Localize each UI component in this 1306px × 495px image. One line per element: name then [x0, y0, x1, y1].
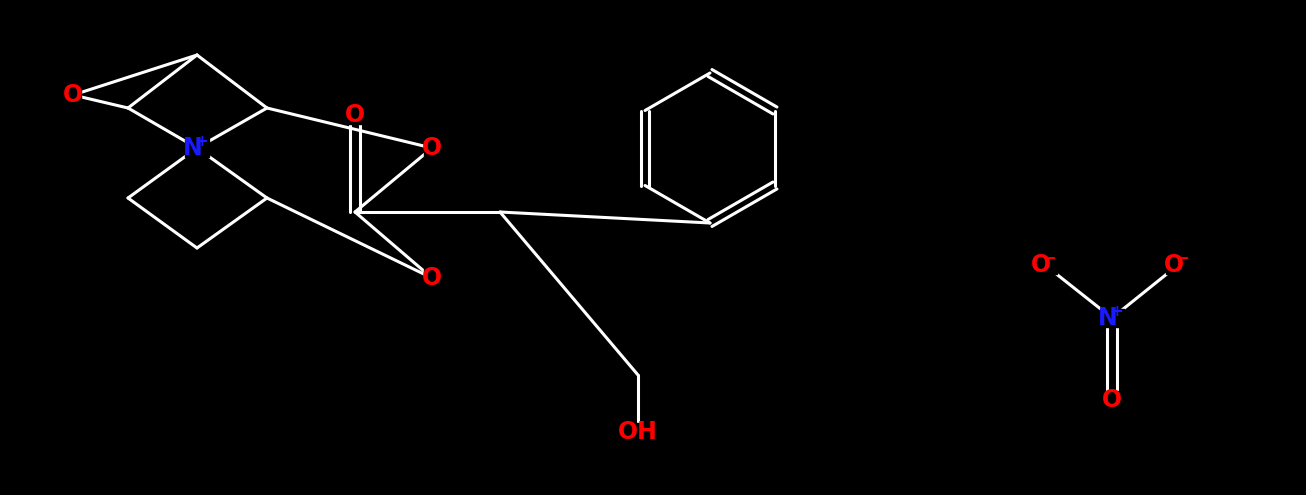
Text: N: N: [183, 136, 202, 160]
Text: O: O: [1102, 388, 1122, 412]
Text: N: N: [1098, 306, 1118, 330]
Bar: [1100, 309, 1124, 327]
Bar: [1033, 255, 1058, 274]
Text: O: O: [422, 266, 441, 290]
Text: +: +: [1110, 304, 1123, 319]
Text: OH: OH: [618, 420, 658, 444]
Text: O: O: [345, 103, 366, 127]
Bar: [624, 423, 652, 442]
Text: O: O: [1164, 253, 1185, 277]
Text: O: O: [63, 83, 84, 107]
Text: O: O: [422, 136, 441, 160]
Text: +: +: [196, 134, 208, 149]
Text: −: −: [1043, 251, 1057, 266]
Bar: [423, 139, 440, 157]
Bar: [65, 86, 81, 104]
Text: −: −: [1177, 251, 1190, 266]
Bar: [346, 105, 363, 124]
Bar: [1166, 255, 1190, 274]
Bar: [1104, 391, 1121, 409]
Text: O: O: [1030, 253, 1051, 277]
Bar: [423, 269, 440, 288]
Bar: [184, 139, 209, 157]
